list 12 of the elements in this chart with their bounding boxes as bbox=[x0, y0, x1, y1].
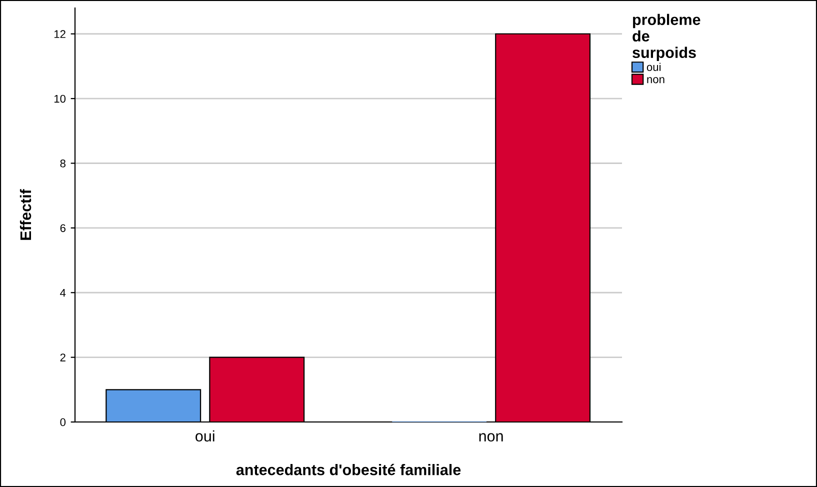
legend-label: oui bbox=[646, 62, 661, 72]
y-axis-title: Effectif bbox=[20, 189, 32, 240]
y-tick-label: 6 bbox=[60, 224, 66, 232]
y-tick-label: 0 bbox=[60, 418, 66, 426]
legend-label: non bbox=[647, 77, 664, 84]
y-tick-label: 4 bbox=[60, 289, 66, 297]
y-tick-label: 10 bbox=[54, 94, 66, 103]
legend-title: probleme de surpoids bbox=[632, 14, 700, 62]
x-axis-title: antecedants d'obesité familiale bbox=[236, 464, 461, 476]
y-tick-label: 2 bbox=[60, 354, 66, 362]
y-tick-label: 12 bbox=[54, 30, 66, 38]
y-tick-label: 8 bbox=[60, 160, 66, 168]
